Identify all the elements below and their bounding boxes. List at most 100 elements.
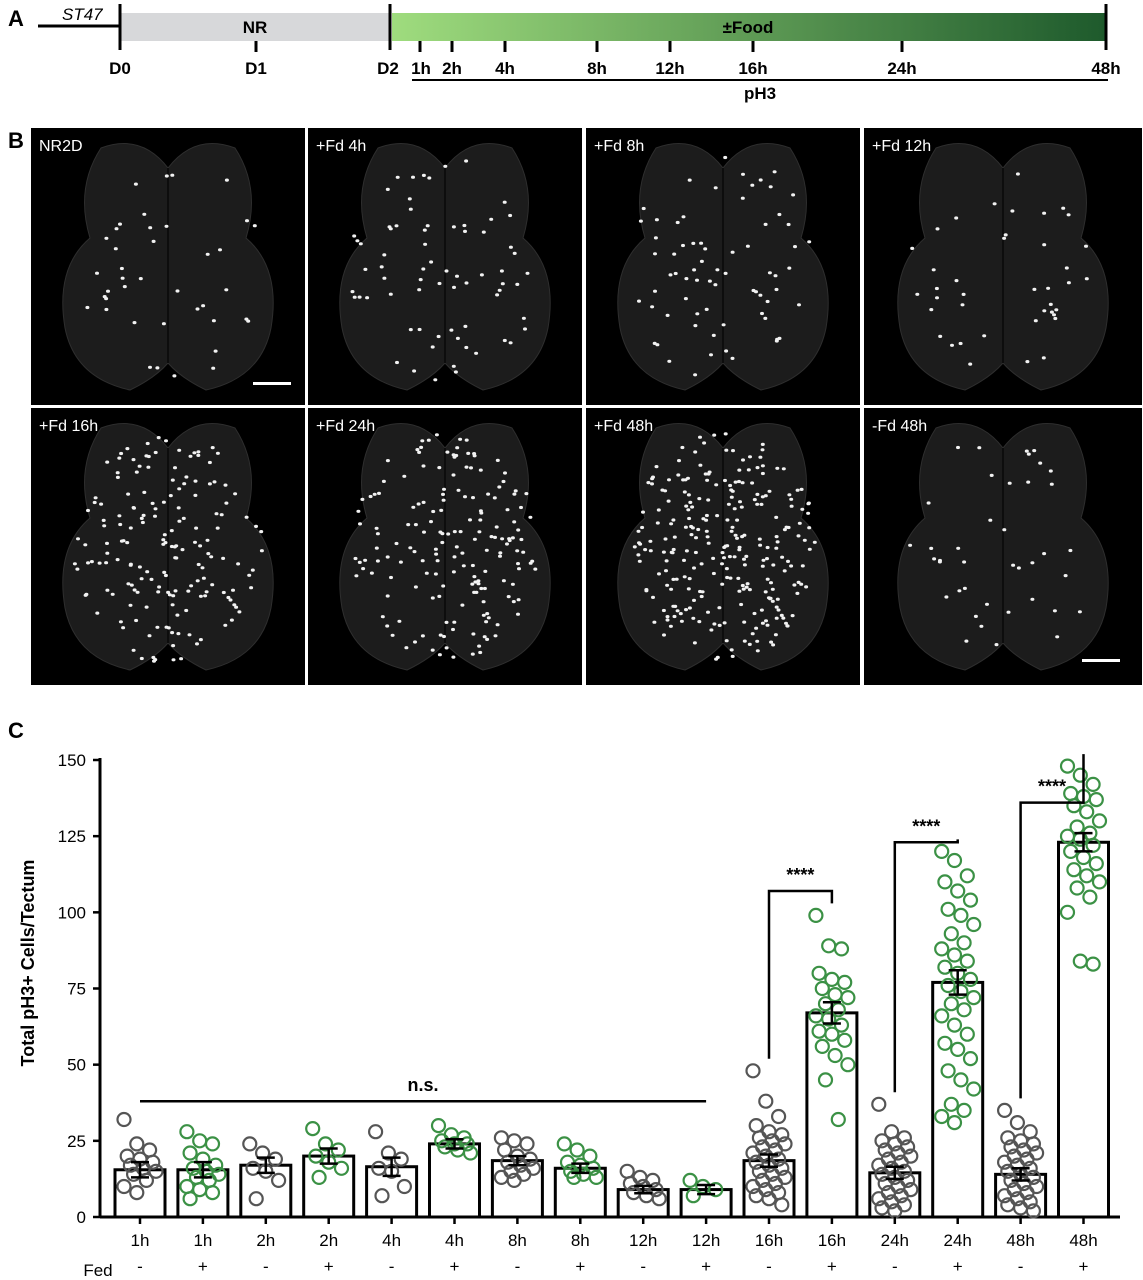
data-point xyxy=(1072,767,1088,783)
data-point xyxy=(956,1002,972,1018)
ph3-label: pH3 xyxy=(744,84,776,103)
data-point xyxy=(966,990,982,1006)
tectum-image xyxy=(617,423,829,671)
data-point xyxy=(1059,758,1076,774)
scale-bar xyxy=(1082,659,1120,662)
fed-status-label: - xyxy=(766,1257,772,1276)
micrograph-tile: +Fd 16h xyxy=(31,408,305,685)
hour-tick-labels: 1h 2h 4h 8h 12h 16h 24h 48h xyxy=(411,59,1121,78)
significance-bracket xyxy=(1019,754,1085,1099)
fed-status-label: - xyxy=(515,1257,521,1276)
tectum-image xyxy=(62,143,274,391)
food-period-label: ±Food xyxy=(723,18,774,37)
data-point xyxy=(934,1108,950,1125)
micrograph-label: +Fd 4h xyxy=(316,138,367,155)
panel-letter-c: C xyxy=(8,718,24,743)
data-point xyxy=(566,1169,582,1185)
data-point xyxy=(946,1115,963,1131)
data-point xyxy=(950,1041,966,1057)
data-point xyxy=(827,1047,843,1064)
micrograph-tile: NR2D xyxy=(31,128,305,405)
data-point xyxy=(651,1191,667,1207)
data-point xyxy=(519,1136,535,1152)
fed-status-label: - xyxy=(892,1257,898,1276)
data-point xyxy=(129,1185,145,1201)
st-stage-label: ST47 xyxy=(62,5,103,24)
data-point xyxy=(1085,956,1101,972)
data-point xyxy=(937,959,953,975)
micrograph-label: NR2D xyxy=(39,138,83,155)
data-point xyxy=(821,1011,837,1027)
y-tick-label: 25 xyxy=(67,1132,86,1151)
x-tick-label: 8h xyxy=(571,1231,590,1250)
fed-status-label: + xyxy=(198,1257,208,1276)
data-point xyxy=(129,1136,145,1152)
data-point xyxy=(374,1188,390,1204)
data-point xyxy=(1066,862,1082,878)
fed-row-label: Fed xyxy=(83,1261,112,1280)
micrograph-grid: NR2D +Fd 4h +Fd 8h +Fd 12h +Fd 16h +Fd 24h +Fd… xyxy=(31,128,1142,687)
tectum-image xyxy=(897,423,1109,671)
significance-label: **** xyxy=(786,865,814,885)
hour-tick-marks xyxy=(418,41,904,52)
data-point xyxy=(811,965,827,981)
data-point xyxy=(953,983,969,1000)
hour-tick-label-12h: 12h xyxy=(655,59,684,78)
micrograph-tile: +Fd 4h xyxy=(308,128,582,405)
data-point xyxy=(462,1145,479,1161)
tectum-image xyxy=(62,423,274,671)
x-tick-label: 2h xyxy=(319,1231,338,1250)
data-point xyxy=(317,1136,334,1152)
data-point xyxy=(833,941,850,957)
data-point xyxy=(255,1145,271,1161)
fed-status-label: + xyxy=(575,1257,585,1276)
micrograph-tile: +Fd 48h xyxy=(586,408,860,685)
data-point xyxy=(956,935,972,951)
data-point xyxy=(1079,868,1095,884)
data-point xyxy=(588,1169,604,1185)
hour-tick-label-48h: 48h xyxy=(1091,59,1120,78)
x-tick-label: 4h xyxy=(445,1231,464,1250)
x-tick-label: 48h xyxy=(1069,1231,1097,1250)
data-point xyxy=(956,1102,972,1118)
data-point xyxy=(761,1191,777,1207)
data-point xyxy=(1085,837,1101,853)
food-period-bar xyxy=(392,13,1106,41)
data-point xyxy=(814,1038,830,1054)
data-point xyxy=(996,1102,1013,1118)
data-point xyxy=(934,941,950,957)
tectum-image xyxy=(897,143,1109,391)
data-point xyxy=(962,1051,979,1067)
data-point xyxy=(682,1172,698,1188)
data-point xyxy=(179,1124,195,1140)
data-point xyxy=(1066,798,1082,814)
fed-status-label: + xyxy=(1079,1257,1089,1276)
y-tick-label: 125 xyxy=(58,827,86,846)
data-point xyxy=(396,1178,412,1195)
data-point xyxy=(840,990,856,1006)
data-point xyxy=(1091,874,1108,890)
bar xyxy=(931,980,985,1219)
tectum-image xyxy=(617,143,829,391)
x-tick-label: 48h xyxy=(1006,1231,1034,1250)
micrograph-tile: +Fd 12h xyxy=(864,128,1142,405)
x-tick-labels: 1h - 1h +2h - 2h +4h - 4h +8h - 8h +12h - 12h +16h - 16h +… xyxy=(131,1217,1098,1276)
data-point xyxy=(708,1182,724,1198)
micrograph-tile: +Fd 8h xyxy=(586,128,860,405)
data-point xyxy=(758,1093,774,1109)
data-point xyxy=(817,1072,834,1088)
data-point xyxy=(182,1191,198,1207)
y-tick-label: 50 xyxy=(67,1056,86,1075)
data-point xyxy=(1059,828,1076,844)
data-point xyxy=(138,1172,154,1188)
hour-tick-label-4h: 4h xyxy=(495,59,515,78)
data-point xyxy=(774,1197,790,1213)
data-point xyxy=(821,938,837,954)
significance-label: **** xyxy=(1038,777,1066,797)
data-point xyxy=(267,1151,283,1167)
data-point xyxy=(148,1163,164,1179)
x-tick-label: 12h xyxy=(629,1231,657,1250)
data-point xyxy=(1009,1115,1026,1131)
bar xyxy=(302,1154,356,1219)
significance-bracket xyxy=(767,889,834,1059)
